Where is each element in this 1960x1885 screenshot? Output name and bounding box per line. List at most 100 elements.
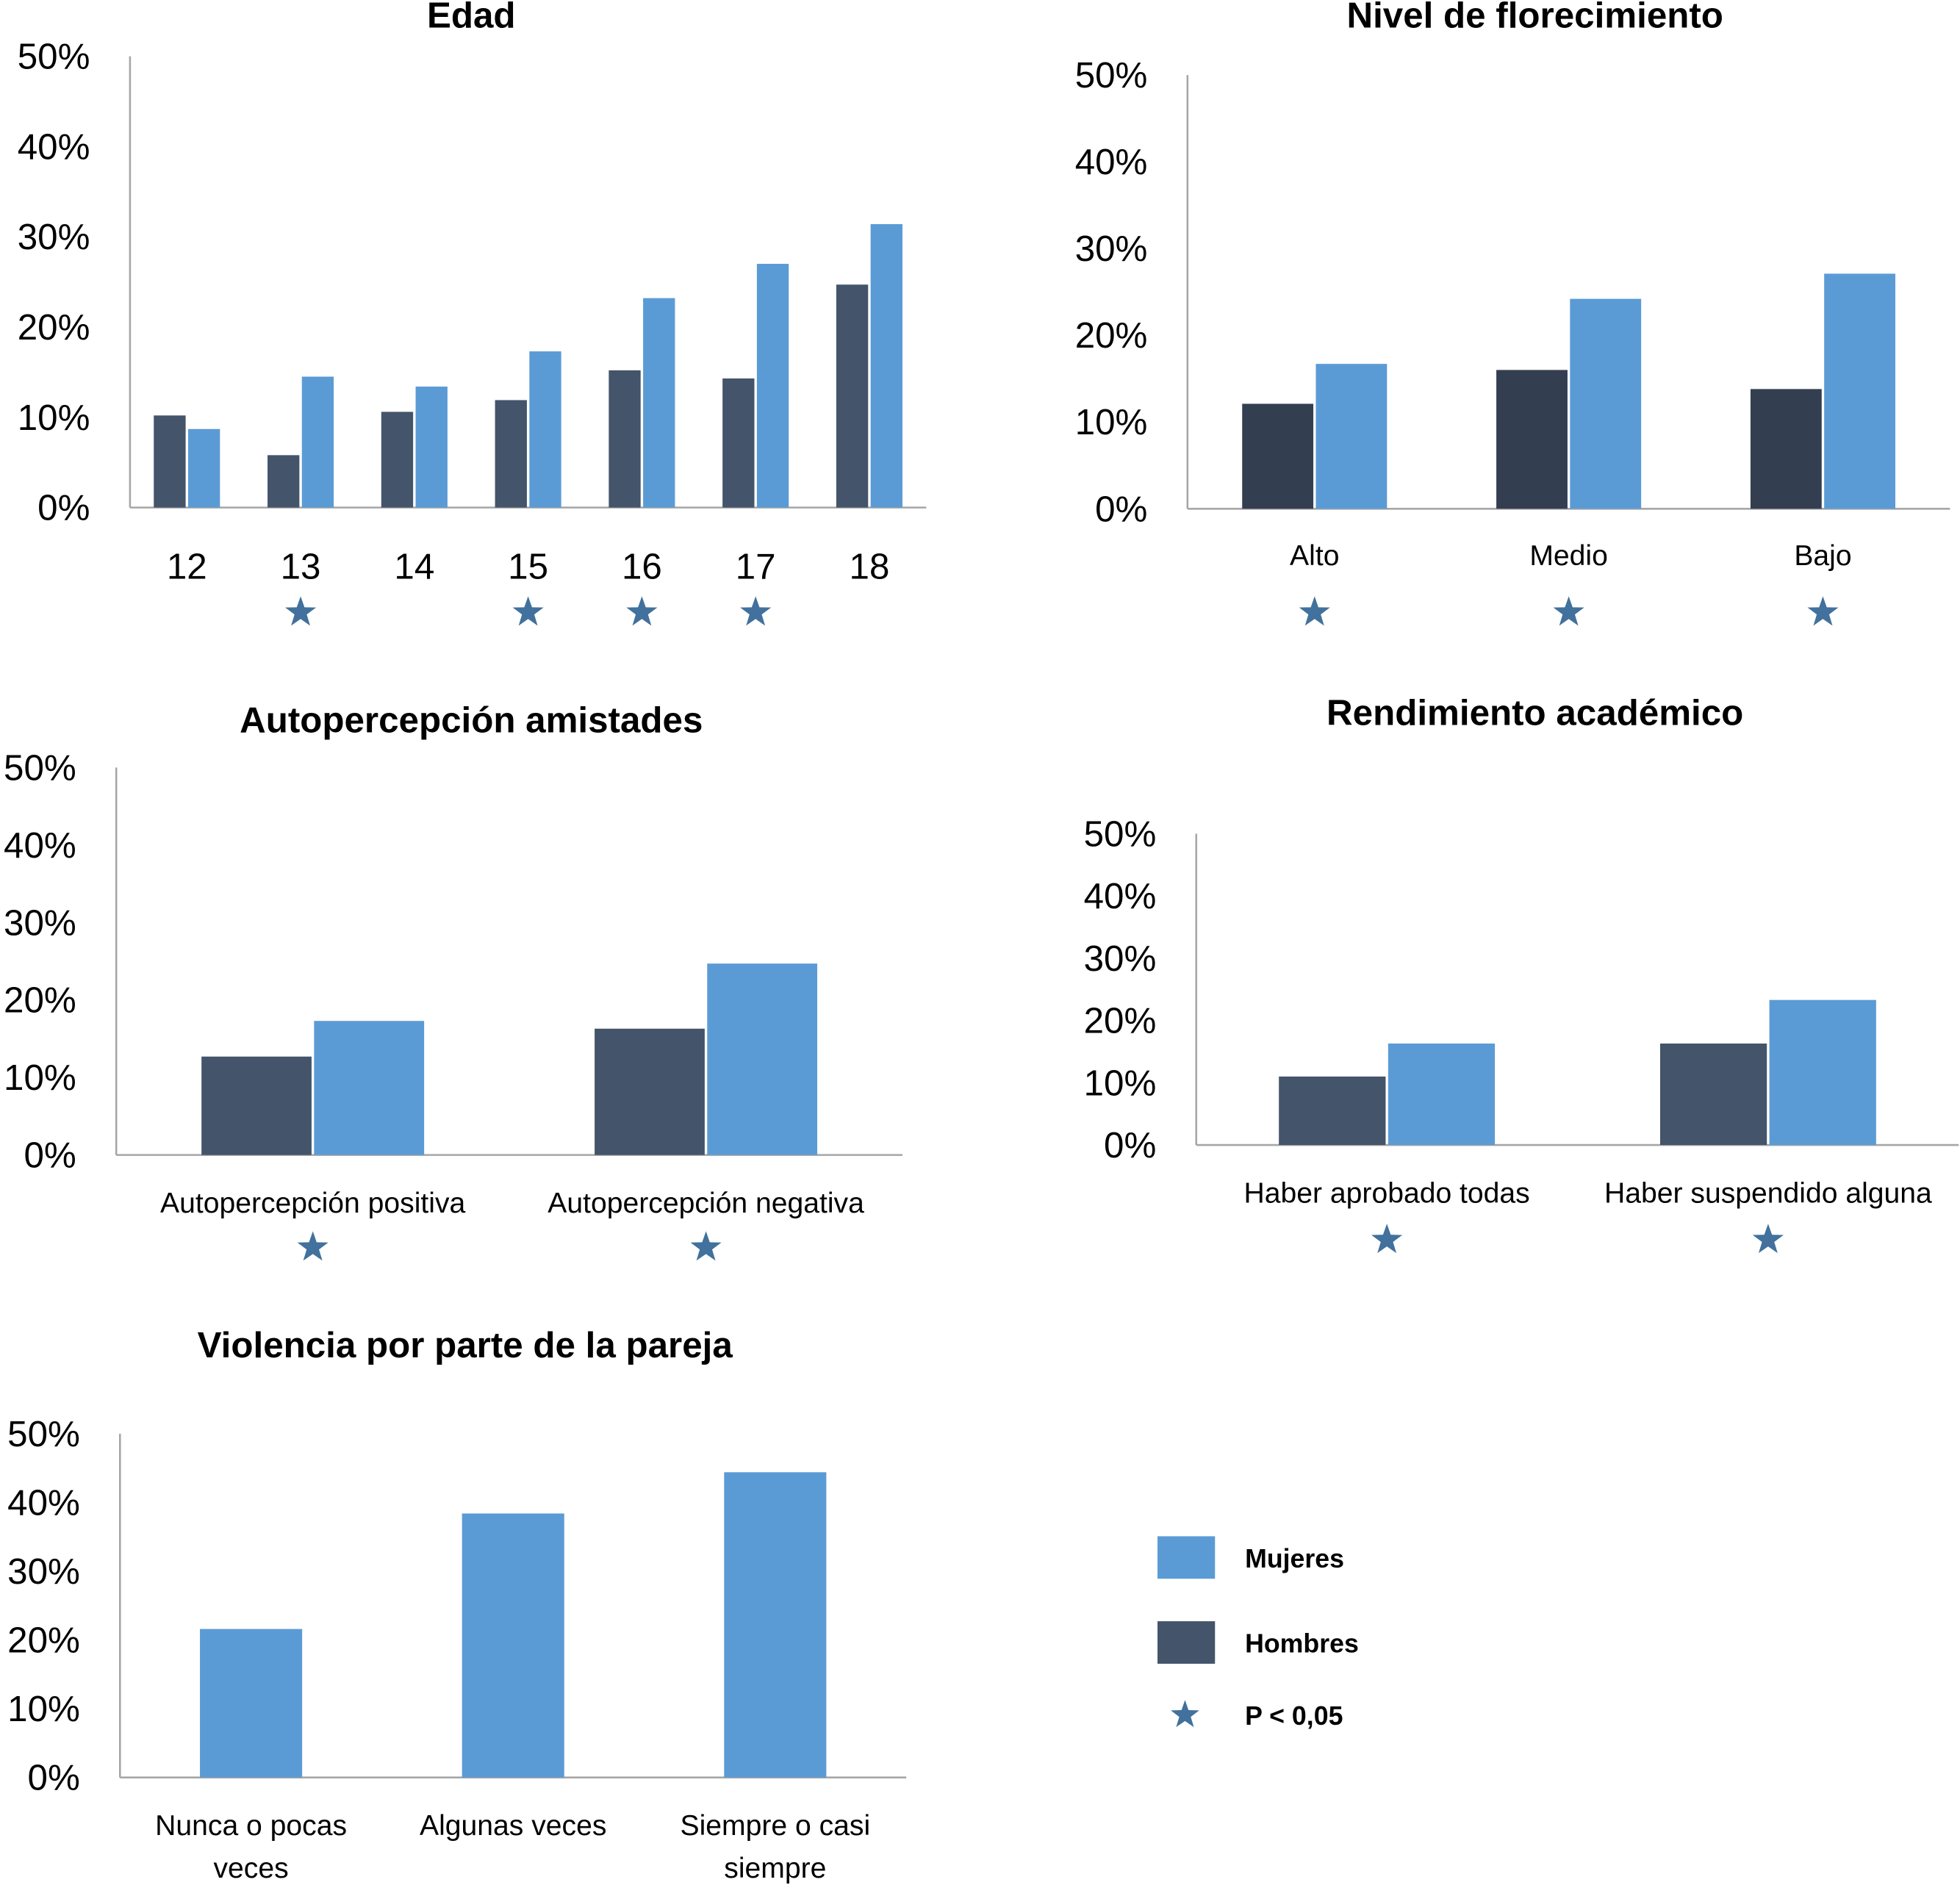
y-tick-label: 20%	[4, 980, 76, 1021]
star-icon	[284, 596, 317, 626]
y-tick-label: 20%	[1075, 315, 1148, 356]
bar-mujeres	[1570, 298, 1642, 509]
y-tick-label: 50%	[4, 747, 76, 788]
y-tick-label: 50%	[18, 37, 90, 77]
chart-title: Edad	[427, 0, 516, 35]
y-tick-label: 10%	[1084, 1063, 1157, 1103]
bar-mujeres	[462, 1513, 564, 1778]
y-tick-label: 30%	[1075, 229, 1148, 269]
star-icon	[1752, 1224, 1784, 1254]
y-tick-label: 0%	[1104, 1125, 1156, 1166]
y-tick-label: 0%	[37, 488, 90, 528]
bar-mujeres	[707, 963, 818, 1155]
y-tick-label: 0%	[28, 1758, 80, 1798]
x-tick-label: Bajo	[1794, 540, 1851, 572]
star-icon	[626, 596, 658, 626]
x-tick-label: Medio	[1529, 540, 1608, 572]
bar-mujeres	[529, 351, 561, 508]
y-tick-label: 10%	[4, 1058, 76, 1098]
star-icon	[1553, 596, 1584, 626]
bar-mujeres	[1315, 364, 1388, 509]
chart-3: Autopercepción amistades 0% 10% 20% 30% 40% 50…	[4, 700, 903, 1261]
chart-title: Nivel de florecimiento	[1346, 0, 1723, 35]
bar-mujeres	[301, 376, 334, 508]
y-tick-label: 20%	[18, 307, 90, 348]
bar-hombres	[495, 400, 527, 508]
x-tick-label: Siempre o casi siempre	[681, 1810, 871, 1884]
y-tick-label: 0%	[24, 1135, 76, 1176]
x-tick-label: 18	[850, 547, 890, 587]
charts: Edad 0% 10% 20% 30% 40% 50% 12 13 14 15 16 17 18 Nivel…	[4, 0, 1959, 1884]
y-tick-label: 0%	[1095, 489, 1147, 529]
x-tick-label: 14	[394, 547, 434, 587]
bar-mujeres	[1769, 999, 1876, 1146]
y-tick-label: 50%	[7, 1414, 80, 1454]
chart-1: Edad 0% 10% 20% 30% 40% 50% 12 13 14 15 16 17 18	[18, 0, 927, 626]
bar-mujeres	[1824, 273, 1896, 509]
bar-hombres	[1279, 1076, 1386, 1146]
x-tick-label: Autopercepción negativa	[548, 1188, 864, 1219]
y-tick-label: 30%	[18, 217, 90, 257]
legend: Mujeres Hombres P < 0,05	[1157, 1536, 1359, 1731]
star-icon	[297, 1231, 329, 1261]
bar-mujeres	[870, 223, 903, 508]
y-tick-label: 40%	[7, 1483, 80, 1523]
legend-label-hombres: Hombres	[1245, 1629, 1359, 1659]
chart-5: Violencia por parte de la pareja 0% 10% 20%…	[7, 1325, 907, 1884]
bar-hombres	[836, 284, 869, 508]
chart-title: Autopercepción amistades	[240, 700, 703, 741]
bar-mujeres	[1388, 1043, 1496, 1146]
star-icon	[1299, 596, 1330, 626]
legend-swatch-mujeres	[1157, 1536, 1216, 1579]
bar-mujeres	[314, 1021, 425, 1155]
legend-label-significance: P < 0,05	[1245, 1701, 1343, 1731]
bar-hombres	[201, 1056, 312, 1155]
y-tick-label: 40%	[1075, 142, 1148, 182]
star-icon	[1807, 596, 1839, 626]
x-tick-label: Alto	[1290, 540, 1339, 572]
y-tick-label: 20%	[1084, 1001, 1157, 1041]
chart-2: Nivel de florecimiento 0% 10% 20% 30% 40% 50% A…	[1075, 0, 1950, 626]
y-tick-label: 10%	[7, 1689, 80, 1729]
bar-mujeres	[415, 387, 448, 508]
y-tick-label: 40%	[4, 825, 76, 866]
bar-mujeres	[756, 264, 789, 508]
x-tick-label: 12	[167, 547, 207, 587]
star-icon	[512, 596, 544, 626]
bar-mujeres	[643, 298, 675, 508]
x-tick-label: 15	[508, 547, 548, 587]
x-tick-label: Algunas veces	[420, 1810, 606, 1842]
bar-hombres	[595, 1028, 705, 1155]
star-icon	[1171, 1700, 1199, 1728]
bar-hombres	[609, 370, 641, 508]
chart-4: Rendimiento académico 0% 10% 20% 30% 40% 50% Ha…	[1084, 693, 1959, 1254]
x-tick-label: Haber aprobado todas	[1244, 1177, 1530, 1209]
star-icon	[690, 1231, 722, 1261]
bar-hombres	[1496, 370, 1568, 509]
x-tick-label: Haber suspendido alguna	[1604, 1177, 1932, 1209]
y-tick-label: 10%	[18, 398, 90, 438]
y-tick-label: 10%	[1075, 402, 1148, 442]
y-tick-label: 30%	[4, 902, 76, 943]
bar-mujeres	[187, 428, 220, 508]
star-icon	[740, 596, 772, 626]
bar-hombres	[381, 412, 414, 508]
bar-hombres	[154, 415, 186, 508]
chart-title: Rendimiento académico	[1327, 693, 1743, 733]
y-tick-label: 50%	[1075, 55, 1148, 96]
bar-hombres	[1242, 403, 1314, 509]
bar-hombres	[1659, 1043, 1767, 1146]
legend-label-mujeres: Mujeres	[1245, 1544, 1344, 1573]
y-tick-label: 20%	[7, 1620, 80, 1661]
x-tick-label: 13	[281, 547, 321, 587]
x-tick-label: 16	[622, 547, 662, 587]
x-tick-label: Nunca o pocas veces	[155, 1810, 347, 1884]
y-tick-label: 40%	[18, 126, 90, 167]
bar-hombres	[722, 378, 755, 508]
bar-mujeres	[724, 1472, 827, 1778]
star-icon	[1371, 1224, 1403, 1254]
x-tick-label: 17	[736, 547, 776, 587]
bar-hombres	[1750, 389, 1822, 509]
legend-swatch-hombres	[1157, 1621, 1216, 1664]
